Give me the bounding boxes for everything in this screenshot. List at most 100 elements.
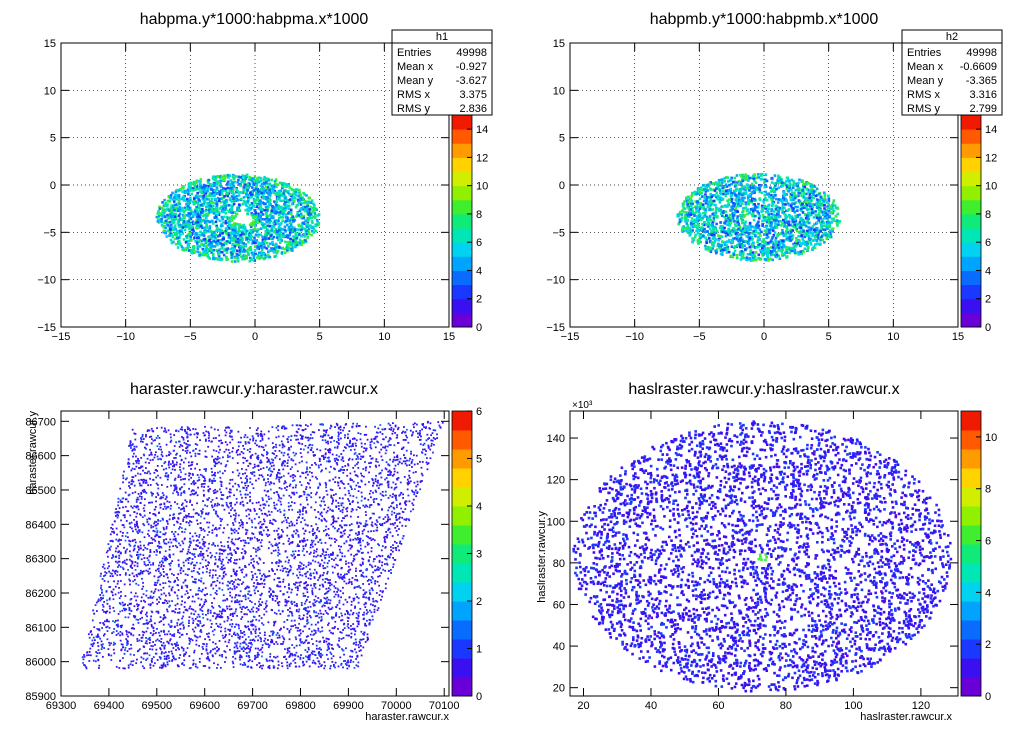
data-cell [193, 208, 197, 212]
data-cell [233, 180, 237, 184]
data-cell [149, 603, 152, 606]
data-cell [241, 236, 244, 240]
data-cell [188, 622, 190, 625]
data-cell [215, 188, 219, 191]
data-cell [381, 561, 384, 564]
data-cell [282, 580, 285, 583]
data-cell [814, 235, 817, 239]
data-cell [196, 250, 199, 253]
data-cell [171, 460, 174, 462]
data-cell [728, 224, 731, 227]
data-cell [774, 215, 777, 219]
data-cell [203, 188, 206, 191]
data-cell [814, 210, 817, 213]
data-cell [195, 432, 198, 434]
data-cell [676, 214, 680, 217]
data-cell [187, 182, 191, 185]
data-cell [205, 224, 208, 227]
data-cell [359, 507, 361, 509]
data-cell [229, 232, 233, 235]
data-cell [295, 204, 299, 207]
data-cell [709, 224, 713, 227]
data-cell [186, 242, 190, 246]
data-cell [704, 193, 707, 196]
data-cell [89, 654, 92, 657]
data-cell [246, 248, 250, 251]
data-cell [728, 218, 732, 222]
data-cell [698, 197, 702, 200]
data-cell [263, 613, 266, 616]
data-cell [742, 176, 745, 180]
data-cell [216, 229, 219, 232]
data-cell [268, 182, 272, 186]
data-cell [259, 213, 262, 216]
data-cell [838, 219, 842, 223]
data-cell [805, 183, 808, 186]
data-cell [825, 226, 828, 229]
data-cell [797, 252, 800, 256]
data-cell [736, 204, 739, 208]
data-cell [370, 581, 373, 584]
data-cell [706, 183, 709, 187]
data-cell [769, 240, 772, 244]
data-cell [769, 226, 773, 230]
data-cell [202, 244, 206, 248]
data-cell [748, 223, 752, 226]
data-cell [287, 436, 290, 438]
data-cell [272, 208, 276, 211]
data-cell [717, 238, 721, 242]
data-cell [244, 202, 247, 206]
data-cell [294, 233, 298, 237]
data-cell [815, 205, 819, 209]
data-cell [747, 198, 750, 202]
data-cell [188, 189, 192, 192]
data-cell [770, 195, 773, 199]
data-cell [292, 220, 295, 223]
data-cell [222, 253, 226, 257]
data-cell [238, 250, 242, 254]
data-cell [222, 200, 225, 203]
data-cell [427, 445, 430, 448]
palette-swatch [452, 157, 472, 173]
data-cell [799, 191, 803, 195]
data-cell [196, 201, 199, 205]
data-cell [811, 192, 815, 196]
data-cell [767, 216, 771, 219]
data-cell [268, 199, 272, 203]
chart-title: haraster.rawcur.y:haraster.rawcur.x [130, 381, 378, 398]
data-cell [178, 506, 180, 509]
data-cell [189, 429, 192, 432]
data-cell [705, 215, 709, 219]
data-cell [829, 235, 833, 239]
data-cell [191, 220, 195, 224]
data-cell [712, 241, 716, 245]
data-cell [275, 230, 279, 234]
data-cell [248, 203, 252, 207]
data-cell [212, 204, 215, 208]
data-cell [751, 210, 755, 214]
data-cell [794, 224, 798, 227]
data-cell [291, 522, 294, 525]
data-cell [303, 235, 306, 238]
data-cell [229, 186, 233, 190]
data-cell [386, 555, 389, 558]
data-cell [725, 231, 728, 235]
data-cell [709, 192, 712, 196]
data-cell [761, 252, 764, 256]
data-cell [735, 244, 739, 247]
data-cell [687, 207, 691, 210]
data-cell [339, 428, 342, 431]
data-cell [298, 241, 302, 244]
data-cell [272, 187, 276, 190]
data-cell [238, 208, 241, 212]
data-cell [203, 198, 207, 201]
y-tick-label: 0 [559, 180, 565, 192]
data-cell [722, 248, 726, 252]
data-cell [786, 209, 789, 212]
data-cell [776, 243, 780, 247]
data-cell [750, 199, 753, 202]
data-cell [243, 257, 247, 260]
data-cell [209, 201, 213, 204]
data-cell [685, 226, 688, 230]
data-cell [723, 180, 726, 183]
